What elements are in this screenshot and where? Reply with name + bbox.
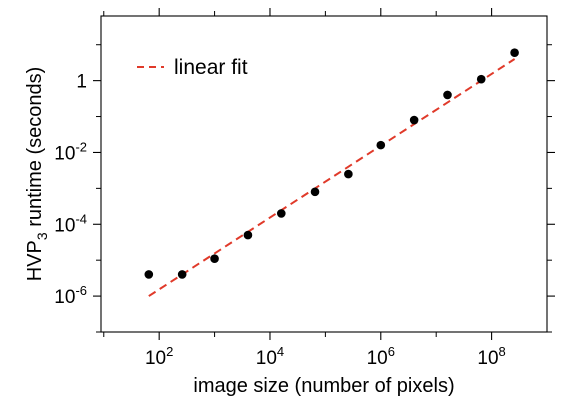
- legend-label: linear fit: [174, 56, 248, 79]
- data-point: [210, 254, 219, 263]
- data-point: [376, 140, 386, 150]
- y-tick-label: 10-4: [54, 211, 87, 236]
- y-tick-label: 1: [76, 72, 87, 93]
- y-axis-label-prefix: HVP: [24, 240, 46, 281]
- y-axis-label-subscript: 3: [34, 232, 50, 240]
- plot-frame: [100, 15, 548, 333]
- axis-ticks: [93, 8, 555, 340]
- linear-fit-line: [148, 58, 516, 297]
- data-point: [476, 74, 486, 84]
- data-point: [310, 187, 320, 197]
- x-tick-label: 108: [477, 344, 505, 369]
- data-point: [276, 209, 286, 218]
- y-tick-label: 10-6: [54, 283, 87, 308]
- points-layer: [144, 48, 519, 279]
- data-point: [243, 230, 253, 240]
- x-axis-label: image size (number of pixels): [193, 375, 454, 397]
- fit-line-layer: [148, 58, 516, 297]
- data-point: [443, 90, 452, 100]
- tick-labels: 102 104 106 108 10-6 10-4 10-2 1: [54, 72, 505, 369]
- x-tick-label: 106: [367, 344, 395, 369]
- y-axis-label-suffix: runtime (seconds): [24, 67, 46, 233]
- y-tick-label: 10-2: [54, 139, 87, 164]
- y-axis-label: HVP3 runtime (seconds): [24, 67, 50, 282]
- data-point: [144, 270, 154, 279]
- data-point: [510, 48, 519, 57]
- x-tick-label: 104: [256, 344, 284, 369]
- x-tick-label: 102: [145, 344, 173, 369]
- data-point: [177, 270, 187, 279]
- data-point: [344, 169, 353, 179]
- data-point: [409, 115, 419, 125]
- legend: linear fit: [137, 56, 248, 79]
